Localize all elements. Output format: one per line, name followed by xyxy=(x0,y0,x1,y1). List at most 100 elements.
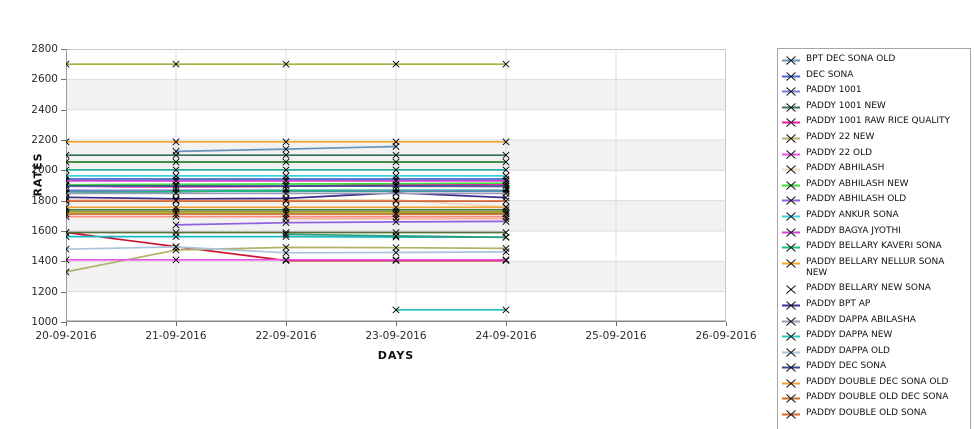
legend-item-label: PADDY DOUBLE OLD DEC SONA xyxy=(806,392,949,403)
y-tick-label: 1800 xyxy=(31,194,58,207)
legend-item-label: DEC SONA xyxy=(806,69,854,80)
data-marker xyxy=(66,245,70,253)
data-marker xyxy=(502,189,510,197)
data-marker xyxy=(392,177,400,185)
legend-marker-icon xyxy=(782,285,800,295)
data-marker xyxy=(172,166,180,174)
legend-item-label: PADDY BAGYA JYOTHI xyxy=(806,225,901,236)
data-marker xyxy=(282,197,290,205)
data-marker xyxy=(392,158,400,166)
series-line xyxy=(175,220,507,226)
data-marker xyxy=(172,60,180,68)
data-marker xyxy=(502,210,510,218)
data-marker xyxy=(502,151,510,159)
data-marker xyxy=(66,268,70,276)
legend-item: PADDY BAGYA JYOTHI xyxy=(782,226,966,238)
legend-item-label: PADDY BELLARY NELLUR SONA NEW xyxy=(806,256,945,279)
legend-item-label: PADDY 22 NEW xyxy=(806,131,875,142)
data-marker xyxy=(282,256,290,264)
data-marker xyxy=(172,256,180,264)
y-tick-label: 2000 xyxy=(31,164,58,177)
legend-item: PADDY DOUBLE OLD DEC SONA xyxy=(782,392,966,404)
data-marker xyxy=(282,138,290,146)
data-marker xyxy=(502,172,510,180)
legend-marker-icon xyxy=(782,410,800,419)
data-marker xyxy=(172,210,180,218)
data-marker xyxy=(282,210,290,218)
x-tick-label: 22-09-2016 xyxy=(255,330,317,342)
data-marker xyxy=(392,138,400,146)
data-marker xyxy=(172,177,180,185)
data-marker xyxy=(172,221,180,229)
data-marker xyxy=(392,233,400,241)
y-tick-label: 1400 xyxy=(31,255,58,268)
legend-item: PADDY 1001 RAW RICE QUALITY xyxy=(782,116,966,128)
data-marker xyxy=(66,203,70,211)
data-marker xyxy=(66,172,70,180)
legend-item: BPT DEC SONA OLD xyxy=(782,54,966,66)
data-marker xyxy=(172,233,180,241)
data-marker xyxy=(282,203,290,211)
legend-item: PADDY ABHILASH OLD xyxy=(782,194,966,206)
legend-item-label: PADDY ABHILASH OLD xyxy=(806,194,907,205)
data-marker xyxy=(282,60,290,68)
y-tick-mark xyxy=(61,79,66,81)
legend-marker-icon xyxy=(782,149,800,159)
legend-item: PADDY DAPPA OLD xyxy=(782,346,966,358)
data-marker xyxy=(172,151,180,159)
legend-item: PADDY ABHILASH NEW xyxy=(782,179,966,191)
data-marker xyxy=(392,218,400,226)
legend-item: PADDY 1001 xyxy=(782,85,966,97)
data-marker xyxy=(66,233,70,241)
line-chart xyxy=(66,49,726,322)
data-marker xyxy=(282,145,290,153)
y-tick-mark xyxy=(61,170,66,172)
data-marker xyxy=(172,182,180,190)
legend-item: PADDY DOUBLE DEC SONA OLD xyxy=(782,377,966,389)
data-marker xyxy=(172,196,180,204)
legend-marker-icon xyxy=(782,71,800,81)
legend-item-label: PADDY DEC SONA xyxy=(806,361,887,372)
data-marker xyxy=(282,189,290,197)
legend: BPT DEC SONA OLD DEC SONA PADDY 1001 PADDY … xyxy=(777,48,971,429)
legend-item-label: PADDY 1001 NEW xyxy=(806,100,886,111)
legend-item-label: PADDY BELLARY NEW SONA xyxy=(806,283,931,294)
data-marker xyxy=(172,158,180,166)
y-tick-label: 2800 xyxy=(31,43,58,55)
legend-item: PADDY BELLARY KAVERI SONA xyxy=(782,241,966,253)
data-marker xyxy=(502,60,510,68)
x-tick-mark xyxy=(396,322,397,326)
legend-item: PADDY 1001 NEW xyxy=(782,101,966,113)
data-marker xyxy=(66,166,70,174)
data-marker xyxy=(392,60,400,68)
legend-marker-icon xyxy=(782,118,800,128)
x-tick-label: 23-09-2016 xyxy=(365,330,427,342)
legend-item: PADDY DEC SONA xyxy=(782,361,966,373)
y-tick-label: 1200 xyxy=(31,285,58,298)
y-tick-label: 2200 xyxy=(31,134,58,146)
y-tick-mark xyxy=(61,322,66,323)
data-marker xyxy=(282,243,290,251)
legend-marker-icon xyxy=(782,212,800,221)
data-marker xyxy=(502,177,510,185)
data-marker xyxy=(66,256,70,264)
data-marker xyxy=(66,138,70,146)
data-marker xyxy=(392,249,400,257)
data-marker xyxy=(502,166,510,174)
x-tick-label: 26-09-2016 xyxy=(695,330,757,342)
x-tick-label: 25-09-2016 xyxy=(585,330,647,342)
y-tick-label: 1600 xyxy=(31,225,58,237)
y-tick-label: 2600 xyxy=(31,73,58,86)
data-marker xyxy=(66,177,70,185)
data-marker xyxy=(282,151,290,159)
data-marker xyxy=(66,189,70,197)
legend-marker-icon xyxy=(782,87,800,97)
legend-marker-icon xyxy=(782,134,800,143)
data-marker xyxy=(502,233,510,241)
data-marker xyxy=(172,138,180,146)
data-marker xyxy=(66,158,70,166)
data-marker xyxy=(392,256,400,264)
data-marker xyxy=(392,172,400,180)
data-marker xyxy=(66,151,70,159)
legend-item: PADDY 22 NEW xyxy=(782,132,966,144)
